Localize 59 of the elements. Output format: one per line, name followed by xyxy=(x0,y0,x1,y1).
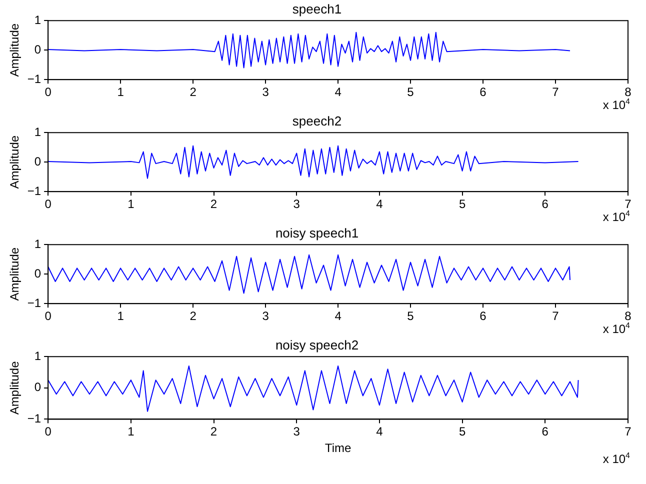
x-tick-label: 4 xyxy=(376,424,384,439)
x-tick-label: 5 xyxy=(458,197,466,212)
y-axis-title: Amplitude xyxy=(8,247,22,301)
x-tick-label: 1 xyxy=(128,424,135,439)
x-tick-label: 4 xyxy=(376,197,384,212)
chart-title: noisy speech2 xyxy=(275,337,359,352)
x-tick-label: 6 xyxy=(542,197,549,212)
text: x 10$^{4}$ xyxy=(602,97,630,112)
y-tick-label: 0 xyxy=(34,42,42,56)
y-tick-label: 1 xyxy=(34,124,42,139)
y-tick-label: −1 xyxy=(27,184,42,198)
x-tick-label: 7 xyxy=(552,85,560,100)
x-tick-label: 8 xyxy=(624,85,632,100)
x-tick-label: 0 xyxy=(44,424,52,439)
x-tick-label: 0 xyxy=(44,85,52,100)
y-axis-title: Amplitude xyxy=(8,360,22,415)
x-tick-label: 0 xyxy=(44,309,52,324)
x-tick-label: 7 xyxy=(624,197,632,212)
y-axis-title: Amplitude xyxy=(8,23,22,77)
x-tick-label: 4 xyxy=(334,309,342,324)
y-tick-label: 1 xyxy=(34,12,42,27)
x-axis-title: Time xyxy=(324,441,352,456)
x-tick-label: 5 xyxy=(407,85,414,100)
chart-title: speech2 xyxy=(292,113,342,128)
x-tick-label: 1 xyxy=(117,85,124,100)
x-tick-label: 4 xyxy=(334,85,342,100)
y-tick-label: 0 xyxy=(34,154,42,168)
y-tick-label: 1 xyxy=(34,348,42,363)
x-tick-label: 3 xyxy=(262,85,270,100)
x-tick-label: 6 xyxy=(542,424,549,439)
x-tick-label: 6 xyxy=(480,85,487,100)
y-tick-label: −1 xyxy=(27,296,42,310)
x-tick-label: 5 xyxy=(407,309,414,324)
x-tick-label: 5 xyxy=(458,424,466,439)
x-tick-label: 1 xyxy=(128,197,135,212)
text: x 10$^{4}$ xyxy=(602,321,630,336)
y-axis-title: Amplitude xyxy=(8,135,22,189)
y-tick-label: 0 xyxy=(34,380,42,394)
x-tick-label: 7 xyxy=(552,309,560,324)
x-tick-label: 3 xyxy=(293,197,300,212)
x-tick-label: 6 xyxy=(480,309,487,324)
y-tick-label: −1 xyxy=(27,72,42,86)
text: x 10$^{4}$ xyxy=(602,451,630,466)
x-tick-label: 2 xyxy=(210,197,218,212)
x-tick-label: 1 xyxy=(117,309,124,324)
y-tick-label: 1 xyxy=(34,236,42,251)
x-tick-label: 3 xyxy=(293,424,300,439)
y-tick-label: 0 xyxy=(34,266,42,280)
x-tick-label: 2 xyxy=(210,424,218,439)
x-tick-label: 3 xyxy=(262,309,270,324)
x-tick-label: 0 xyxy=(44,197,52,212)
chart-title: noisy speech1 xyxy=(275,225,359,240)
x-tick-label: 8 xyxy=(624,309,632,324)
text: x 10$^{4}$ xyxy=(602,209,630,224)
x-tick-label: 2 xyxy=(190,309,197,324)
x-tick-label: 2 xyxy=(190,85,197,100)
x-tick-label: 7 xyxy=(624,424,632,439)
chart-title: speech1 xyxy=(292,1,342,16)
y-tick-label: −1 xyxy=(27,412,42,426)
